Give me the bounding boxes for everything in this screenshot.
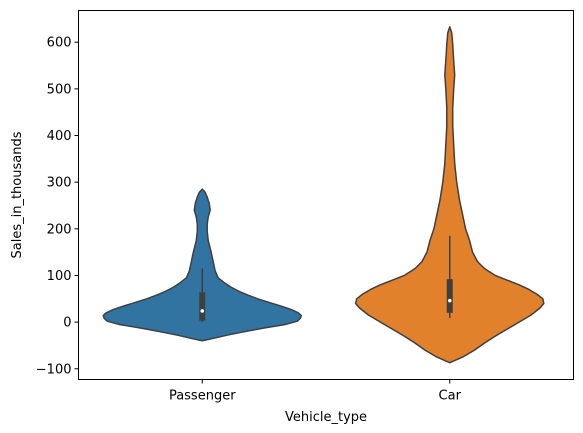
y-tick-label: 300 (47, 176, 72, 191)
y-tick-label: 500 (47, 82, 72, 97)
y-tick-label: 400 (47, 129, 72, 144)
axes-frame (78, 10, 574, 380)
x-tick-label: Car (439, 389, 462, 404)
iqr-box-passenger (199, 292, 206, 321)
y-tick-label: 200 (47, 222, 72, 237)
y-axis-label: Sales_in_thousands (10, 131, 25, 258)
median-dot-car (447, 298, 452, 303)
x-axis-ticks: Passenger Car (169, 379, 462, 404)
violin-car (354, 26, 545, 364)
violin-passenger (102, 188, 302, 342)
y-tick-label: 600 (47, 36, 72, 51)
median-dot-passenger (200, 309, 205, 313)
x-axis-label: Vehicle_type (285, 410, 367, 425)
violins-layer (102, 26, 545, 364)
y-tick-label: 100 (47, 269, 72, 284)
iqr-box-car (446, 279, 453, 313)
y-axis-ticks: −100 0 100 200 300 400 500 600 (36, 36, 79, 377)
y-tick-label: 0 (63, 316, 71, 331)
y-tick-label: −100 (36, 362, 72, 377)
plot-area: −100 0 100 200 300 400 500 600 Passenger Car (36, 10, 574, 404)
x-tick-label: Passenger (169, 389, 236, 404)
